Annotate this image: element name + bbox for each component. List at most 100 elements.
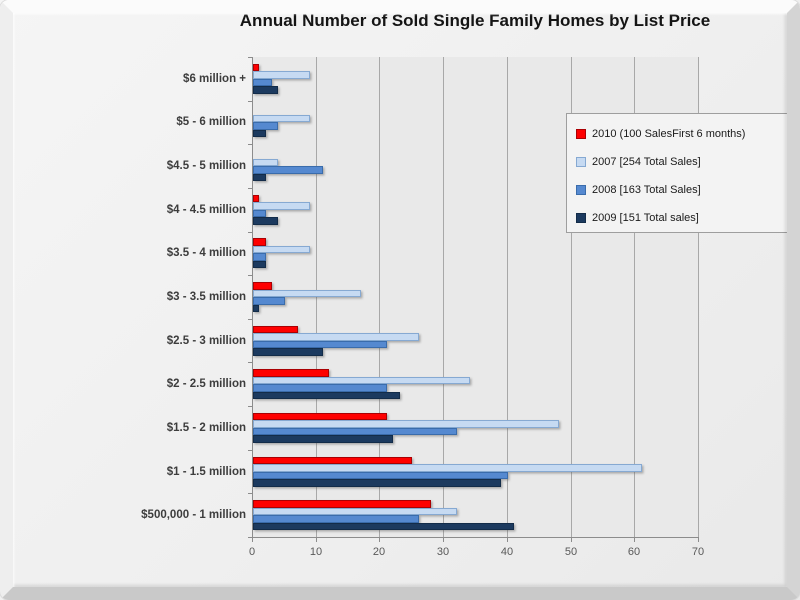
bar — [253, 464, 642, 472]
bar — [253, 376, 470, 385]
bar — [253, 391, 400, 400]
y-axis-tick — [248, 188, 252, 189]
legend-item-label: 2008 [163 Total Sales] — [592, 184, 701, 196]
x-axis-tick — [698, 538, 699, 542]
legend-item-label: 2009 [151 Total sales] — [592, 212, 699, 224]
bar — [253, 456, 413, 465]
bar — [253, 129, 266, 138]
bar — [253, 289, 362, 297]
legend-item-label: 2007 [254 Total Sales] — [592, 156, 701, 168]
bar — [253, 253, 266, 261]
x-axis-tick — [634, 538, 635, 542]
x-axis-tick — [571, 538, 572, 542]
bar — [253, 515, 419, 523]
y-axis-tick — [248, 362, 252, 363]
bar — [253, 217, 279, 225]
y-axis-label: $4.5 - 5 million — [166, 160, 246, 172]
bar — [253, 412, 387, 421]
bar — [253, 173, 266, 182]
bar — [253, 479, 502, 487]
x-axis-label: 50 — [564, 546, 578, 558]
bar — [253, 166, 324, 174]
y-axis-label: $3.5 - 4 million — [166, 247, 246, 259]
gridline — [507, 57, 508, 537]
y-axis-tick — [248, 144, 252, 145]
bar — [253, 238, 266, 246]
x-axis-tick — [252, 538, 253, 542]
bar — [253, 348, 324, 356]
bar — [253, 340, 387, 349]
bar — [253, 369, 330, 377]
y-axis-tick — [248, 406, 252, 407]
bar — [253, 500, 432, 508]
bar — [253, 86, 279, 94]
y-axis-tick — [248, 450, 252, 451]
x-axis-label: 40 — [500, 546, 514, 558]
bar — [253, 297, 285, 305]
y-axis-tick — [248, 537, 252, 538]
gridline — [571, 57, 572, 537]
legend-item: 2010 (100 SalesFirst 6 months) — [576, 121, 790, 147]
y-axis-label: $2.5 - 3 million — [166, 335, 246, 347]
legend-swatch — [576, 185, 586, 195]
legend-item-label: 2010 (100 SalesFirst 6 months) — [592, 128, 746, 140]
x-axis-label: 0 — [248, 546, 256, 558]
bar — [253, 194, 260, 203]
legend-swatch — [576, 157, 586, 167]
x-axis-label: 20 — [372, 546, 386, 558]
y-axis-label: $2 - 2.5 million — [166, 378, 246, 390]
legend-item: 2009 [151 Total sales] — [576, 205, 790, 231]
bar — [253, 260, 266, 269]
bar — [253, 114, 311, 123]
y-axis-tick — [248, 319, 252, 320]
bar — [253, 522, 515, 531]
bar — [253, 325, 298, 334]
x-axis-tick — [443, 538, 444, 542]
y-axis-tick — [248, 232, 252, 233]
bar — [253, 63, 260, 72]
bar — [253, 158, 279, 167]
gridline — [316, 57, 317, 537]
y-axis-label: $6 million + — [183, 73, 246, 85]
bar — [253, 304, 260, 312]
bar — [253, 384, 387, 392]
y-axis-label: $1 - 1.5 million — [166, 466, 246, 478]
legend-item: 2008 [163 Total Sales] — [576, 177, 790, 203]
bar — [253, 507, 457, 516]
x-axis-tick — [379, 538, 380, 542]
y-axis-label: $3 - 3.5 million — [166, 291, 246, 303]
x-axis-tick — [507, 538, 508, 542]
y-axis-tick — [248, 275, 252, 276]
legend-swatch — [576, 213, 586, 223]
y-axis-label: $5 - 6 million — [176, 116, 246, 128]
x-axis-label: 30 — [436, 546, 450, 558]
bar — [253, 209, 266, 218]
gridline — [379, 57, 380, 537]
chart-title: Annual Number of Sold Single Family Home… — [239, 11, 711, 30]
bar — [253, 333, 419, 341]
legend-swatch — [576, 129, 586, 139]
bar — [253, 245, 311, 254]
y-axis-label: $500,000 - 1 million — [141, 509, 246, 521]
y-axis-tick — [248, 57, 252, 58]
bar — [253, 282, 273, 290]
y-axis-label: $4 - 4.5 million — [166, 204, 246, 216]
bar — [253, 435, 394, 443]
bar — [253, 71, 311, 79]
bar — [253, 420, 559, 428]
x-axis-tick — [316, 538, 317, 542]
y-axis-label: $1.5 - 2 million — [166, 422, 246, 434]
legend-item: 2007 [254 Total Sales] — [576, 149, 790, 175]
gridline — [698, 57, 699, 537]
y-axis-tick — [248, 101, 252, 102]
y-axis-tick — [248, 493, 252, 494]
x-axis-label: 60 — [627, 546, 641, 558]
x-axis-label: 70 — [691, 546, 705, 558]
gridline — [443, 57, 444, 537]
gridline — [634, 57, 635, 537]
bar — [253, 78, 273, 87]
bar — [253, 471, 508, 480]
bar — [253, 202, 311, 210]
bar — [253, 122, 279, 130]
